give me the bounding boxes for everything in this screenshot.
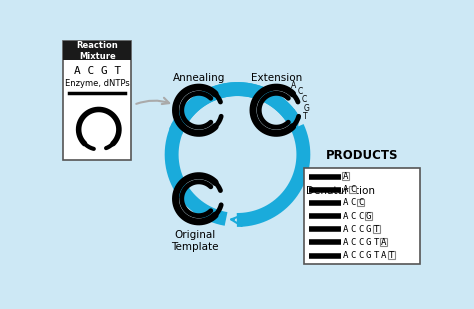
FancyBboxPatch shape xyxy=(373,225,380,233)
Text: A: A xyxy=(343,238,348,247)
Text: C: C xyxy=(350,238,356,247)
FancyBboxPatch shape xyxy=(349,185,356,193)
FancyBboxPatch shape xyxy=(381,238,387,246)
Text: Denaturation: Denaturation xyxy=(306,186,375,196)
Text: C: C xyxy=(350,185,356,194)
Text: A: A xyxy=(291,81,296,90)
Text: Original
Template: Original Template xyxy=(171,230,219,252)
FancyBboxPatch shape xyxy=(365,212,372,220)
Text: T: T xyxy=(389,251,394,260)
Text: C: C xyxy=(298,87,303,96)
Text: G: G xyxy=(303,104,310,113)
Text: G: G xyxy=(366,212,371,221)
Text: A: A xyxy=(343,198,348,207)
Text: C: C xyxy=(350,251,356,260)
Text: C: C xyxy=(358,238,364,247)
Text: C: C xyxy=(358,198,364,207)
Text: C: C xyxy=(358,251,364,260)
Text: T: T xyxy=(374,225,379,234)
FancyBboxPatch shape xyxy=(63,41,131,160)
Text: A: A xyxy=(343,225,348,234)
Text: T: T xyxy=(303,112,308,121)
Text: Annealing: Annealing xyxy=(173,73,225,83)
Text: PRODUCTS: PRODUCTS xyxy=(326,149,399,162)
Text: A: A xyxy=(343,212,348,221)
Text: A: A xyxy=(381,251,387,260)
Text: C: C xyxy=(302,95,307,104)
Text: C: C xyxy=(358,225,364,234)
Text: A: A xyxy=(343,185,348,194)
Text: A: A xyxy=(343,172,348,181)
FancyBboxPatch shape xyxy=(388,252,395,259)
Text: T: T xyxy=(374,251,379,260)
Text: T: T xyxy=(374,238,379,247)
Text: C: C xyxy=(350,198,356,207)
Text: A: A xyxy=(343,251,348,260)
Text: Enzyme, dNTPs: Enzyme, dNTPs xyxy=(65,79,129,88)
Text: C: C xyxy=(350,212,356,221)
Text: C: C xyxy=(358,212,364,221)
Text: A C G T: A C G T xyxy=(73,66,121,76)
FancyBboxPatch shape xyxy=(342,172,349,180)
Text: G: G xyxy=(366,238,371,247)
Text: A: A xyxy=(381,238,387,247)
FancyBboxPatch shape xyxy=(357,199,364,206)
FancyBboxPatch shape xyxy=(304,168,420,264)
Text: G: G xyxy=(366,251,371,260)
FancyBboxPatch shape xyxy=(63,41,131,60)
Text: G: G xyxy=(366,225,371,234)
Text: Reaction
Mixture: Reaction Mixture xyxy=(76,40,118,61)
Text: Extension: Extension xyxy=(251,73,302,83)
Text: C: C xyxy=(350,225,356,234)
